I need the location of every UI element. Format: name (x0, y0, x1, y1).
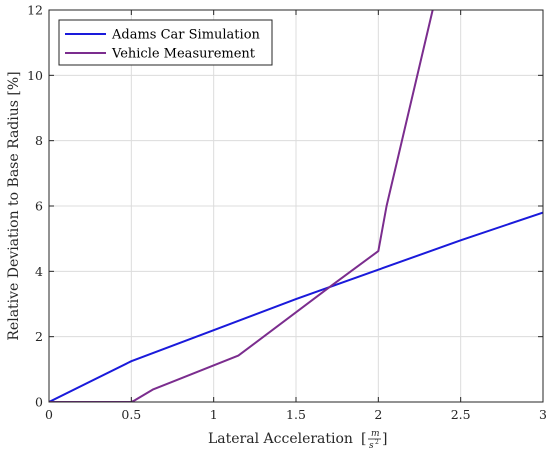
x-tick-label: 2 (374, 407, 382, 422)
y-axis-label: Relative Deviation to Base Radius [%] (6, 71, 22, 340)
x-axis-unit-open-bracket: [ (361, 431, 366, 447)
x-axis-unit-close-bracket: ] (382, 431, 387, 447)
x-tick-label: 1 (210, 407, 218, 422)
x-axis-label: Lateral Acceleration [ m s 2 ] (208, 429, 387, 451)
x-axis-unit-numerator: m (371, 429, 380, 439)
x-axis-unit-denominator: s (369, 441, 374, 451)
legend: Adams Car Simulation Vehicle Measurement (58, 19, 273, 66)
y-tick-labels: 0 2 4 6 8 10 12 (27, 3, 43, 410)
x-tick-label: 0 (45, 407, 53, 422)
y-tick-label: 12 (27, 3, 43, 18)
y-tick-label: 10 (27, 68, 43, 83)
x-tick-label: 1.5 (286, 407, 306, 422)
x-tick-label: 2.5 (451, 407, 471, 422)
y-tick-label: 6 (35, 199, 43, 214)
series-line-adams-car-simulation (49, 211, 543, 402)
y-tick-label: 4 (35, 264, 43, 279)
x-tick-labels: 0 0.5 1 1.5 2 2.5 3 (45, 407, 547, 422)
y-tick-label: 8 (35, 133, 43, 148)
legend-box (58, 19, 273, 66)
x-axis-unit-exponent: 2 (375, 439, 379, 446)
y-tick-label: 0 (35, 395, 43, 410)
ticks (48, 9, 544, 403)
x-tick-label: 0.5 (121, 407, 141, 422)
legend-label-measurement: Vehicle Measurement (111, 47, 256, 62)
legend-label-adams: Adams Car Simulation (111, 28, 261, 43)
series-line-vehicle-measurement (49, 10, 434, 402)
x-axis-label-text: Lateral Acceleration (208, 431, 353, 447)
y-tick-label: 2 (35, 329, 43, 344)
x-tick-label: 3 (539, 407, 547, 422)
series-layer (49, 10, 543, 402)
